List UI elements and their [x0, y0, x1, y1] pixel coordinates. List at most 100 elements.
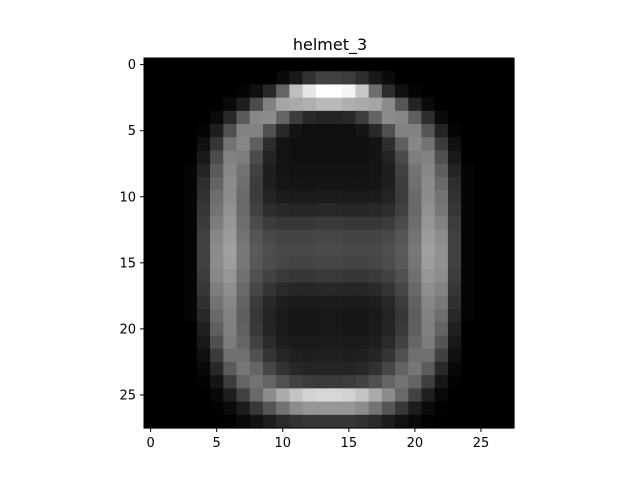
heatmap-cell [368, 322, 383, 337]
heatmap-cell [461, 216, 475, 231]
heatmap-cell [289, 388, 304, 403]
heatmap-cell [262, 295, 277, 310]
heatmap-cell [236, 229, 251, 244]
heatmap-cell [210, 269, 224, 284]
heatmap-cell [236, 110, 251, 125]
heatmap-cell [355, 176, 370, 191]
heatmap-cell [381, 256, 396, 271]
heatmap-cell [421, 388, 436, 403]
heatmap-cell [447, 309, 462, 323]
heatmap-cell [447, 322, 462, 337]
heatmap-cell [474, 348, 489, 363]
heatmap-cell [249, 375, 264, 389]
heatmap-cell [183, 110, 198, 125]
heatmap-cell [368, 295, 383, 310]
heatmap-cell [395, 322, 409, 337]
heatmap-cell [236, 322, 251, 337]
heatmap-cell [487, 335, 502, 350]
heatmap-cell [342, 163, 357, 178]
heatmap-cell [170, 388, 185, 403]
heatmap-cell [315, 243, 330, 257]
heatmap-cell [144, 335, 158, 350]
heatmap-cell [421, 176, 436, 191]
heatmap-cell [196, 322, 211, 337]
heatmap-cell [170, 322, 185, 337]
heatmap-cell [447, 229, 462, 244]
heatmap-cell [355, 414, 370, 429]
heatmap-cell [315, 71, 330, 86]
heatmap-cell [329, 124, 343, 138]
heatmap-cell [276, 414, 290, 429]
heatmap-cell [302, 216, 317, 231]
heatmap-cell [236, 84, 251, 99]
heatmap-cell [461, 348, 475, 363]
heatmap-cell [236, 282, 251, 297]
heatmap-cell [315, 110, 330, 125]
heatmap-cell [368, 176, 383, 191]
heatmap-cell [183, 58, 198, 72]
heatmap-cell [434, 295, 449, 310]
heatmap-cell [315, 269, 330, 284]
heatmap-cell [210, 71, 224, 86]
heatmap-cell [223, 216, 238, 231]
heatmap-cell [447, 150, 462, 165]
heatmap-cell [368, 190, 383, 204]
heatmap-cell [315, 137, 330, 152]
heatmap-cell [395, 97, 409, 112]
heatmap-cell [355, 361, 370, 376]
heatmap-cell [461, 150, 475, 165]
heatmap-cell [196, 414, 211, 429]
heatmap-cell [434, 216, 449, 231]
heatmap-cell [144, 243, 158, 257]
heatmap-cell [170, 97, 185, 112]
heatmap-cell [144, 309, 158, 323]
heatmap-cell [144, 295, 158, 310]
heatmap-cell [183, 150, 198, 165]
heatmap-cell [395, 388, 409, 403]
heatmap-cell [355, 84, 370, 99]
heatmap-cell [144, 388, 158, 403]
heatmap-cell [196, 84, 211, 99]
heatmap-cell [196, 282, 211, 297]
heatmap-cell [262, 229, 277, 244]
heatmap-cell [368, 401, 383, 416]
heatmap-cell [342, 388, 357, 403]
heatmap-cell [183, 190, 198, 204]
heatmap-cell [157, 256, 172, 271]
x-tick-label: 25 [473, 436, 490, 451]
heatmap-cell [170, 309, 185, 323]
heatmap-cell [223, 110, 238, 125]
heatmap-cell [408, 388, 423, 403]
heatmap-cell [223, 256, 238, 271]
heatmap-cell [289, 58, 304, 72]
heatmap-cell [381, 203, 396, 218]
heatmap-cell [381, 361, 396, 376]
heatmap-cell [249, 137, 264, 152]
heatmap-cell [434, 309, 449, 323]
heatmap-cell [262, 348, 277, 363]
heatmap-cell [474, 361, 489, 376]
heatmap-cell [487, 137, 502, 152]
heatmap-cell [381, 176, 396, 191]
heatmap-cell [487, 190, 502, 204]
heatmap-cell [355, 335, 370, 350]
heatmap-cell [302, 401, 317, 416]
heatmap-cell [500, 176, 515, 191]
heatmap-cell [144, 322, 158, 337]
heatmap-cell [500, 203, 515, 218]
heatmap-cell [395, 229, 409, 244]
heatmap-cell [157, 282, 172, 297]
heatmap-cell [289, 71, 304, 86]
heatmap-cell [500, 110, 515, 125]
heatmap-cell [249, 190, 264, 204]
x-tick-label: 0 [146, 436, 154, 451]
heatmap-cell [223, 124, 238, 138]
heatmap-cell [249, 71, 264, 86]
heatmap-cell [210, 295, 224, 310]
heatmap-cell [236, 348, 251, 363]
heatmap-cell [302, 243, 317, 257]
heatmap-cell [302, 203, 317, 218]
heatmap-cell [210, 110, 224, 125]
y-tick-label: 25 [119, 388, 136, 403]
heatmap-cell [249, 414, 264, 429]
